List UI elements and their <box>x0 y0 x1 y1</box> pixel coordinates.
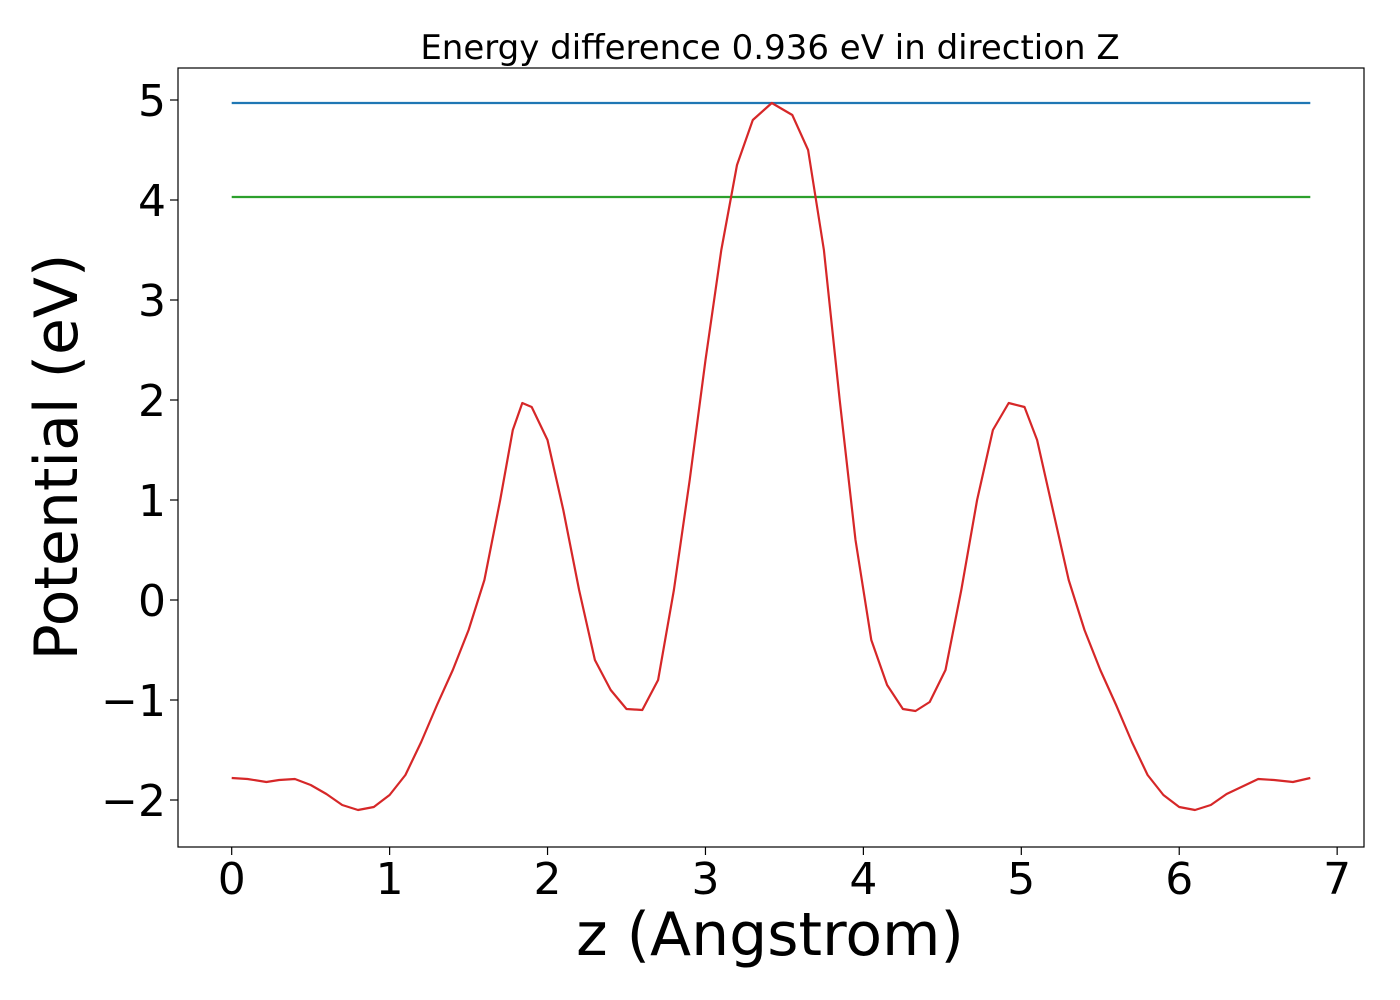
plot-frame <box>177 67 1365 848</box>
y-axis-label: Potential (eV) <box>22 254 92 661</box>
x-tick-label: 2 <box>534 854 562 905</box>
series-layer <box>231 101 1311 812</box>
x-tick-label: 6 <box>1165 854 1193 905</box>
x-axis-label: z (Angstrom) <box>576 900 964 970</box>
chart-title: Energy difference 0.936 eV in direction … <box>420 28 1119 68</box>
x-tick-label: 0 <box>218 854 246 905</box>
x-tick-label: 4 <box>849 854 877 905</box>
y-axis: −2 −1 0 1 2 3 4 5 <box>101 76 178 827</box>
y-tick-label: 0 <box>138 576 166 627</box>
y-tick-label: 2 <box>138 376 166 427</box>
y-tick-label: −2 <box>101 776 166 827</box>
y-tick-label: −1 <box>101 676 166 727</box>
y-tick-label: 1 <box>138 476 166 527</box>
x-axis: 0 1 2 3 4 5 6 7 <box>218 847 1351 905</box>
y-tick-label: 4 <box>138 176 166 227</box>
x-tick-label: 3 <box>691 854 719 905</box>
x-tick-label: 7 <box>1323 854 1351 905</box>
series-line-3 <box>231 101 1311 812</box>
x-tick-label: 5 <box>1007 854 1035 905</box>
x-tick-label: 1 <box>376 854 404 905</box>
y-tick-label: 3 <box>138 276 166 327</box>
y-tick-label: 5 <box>138 76 166 127</box>
